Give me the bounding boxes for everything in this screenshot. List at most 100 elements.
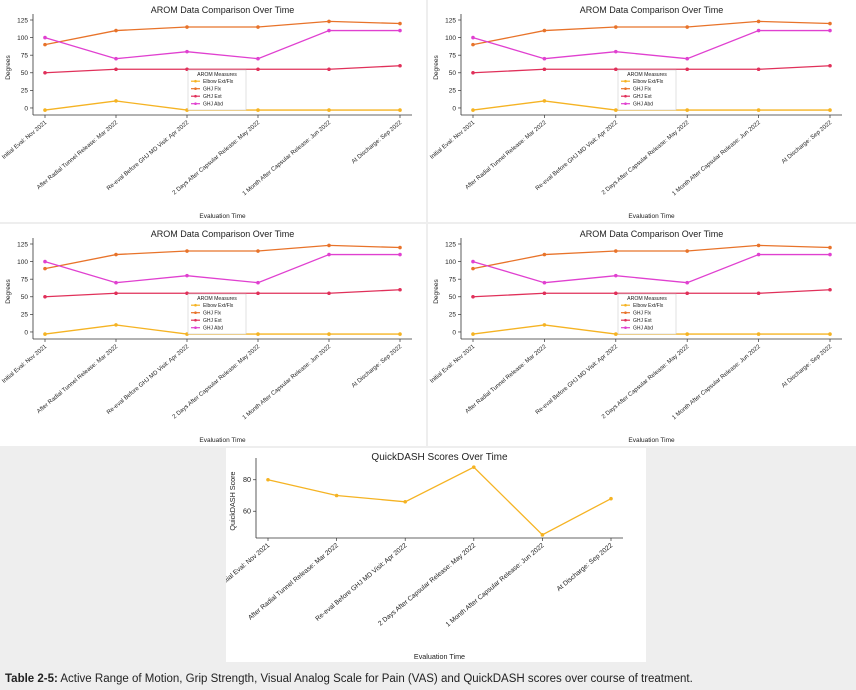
- data-point: [43, 294, 47, 299]
- legend-title: AROM Measures: [197, 72, 237, 78]
- arom-chart-1: AROM Data Comparison Over Time 0 25 50 75 100…: [0, 0, 426, 222]
- legend-marker: [624, 311, 627, 314]
- legend-marker: [194, 311, 197, 314]
- series-line-2: [44, 289, 401, 298]
- y-axis-label: Degrees: [5, 54, 12, 79]
- data-point: [471, 259, 475, 264]
- arom-chart-3-svg: AROM Data Comparison Over Time 0 25 50 75 100…: [1, 229, 412, 444]
- legend-entry: GHJ Abd: [633, 102, 653, 108]
- y-tick-label: 0: [24, 105, 28, 112]
- data-point: [256, 56, 260, 61]
- data-point: [828, 28, 832, 33]
- data-point: [685, 249, 689, 253]
- data-point: [471, 266, 475, 271]
- legend-marker: [624, 326, 627, 329]
- x-tick-label: 2 Days After Capsular Release: May 2022: [601, 120, 691, 197]
- data-point: [327, 19, 331, 24]
- series-line-2: [472, 289, 831, 298]
- data-point: [471, 332, 475, 336]
- x-tick-label: 1 Month After Capsular Release: Jun 2022: [671, 344, 762, 422]
- x-tick-label: At Discharge: Sep 2022: [781, 120, 834, 166]
- data-point: [542, 99, 547, 103]
- arom-chart-2: AROM Data Comparison Over Time 0 25 50 75 100…: [428, 0, 856, 222]
- data-point: [185, 273, 189, 278]
- caption-text: Active Range of Motion, Grip Strength, V…: [57, 673, 693, 685]
- y-axis-label: QuickDASH Score: [228, 471, 237, 530]
- x-tick-label: At Discharge: Sep 2022: [556, 542, 615, 593]
- chart-title: QuickDASH Scores Over Time: [371, 452, 508, 463]
- legend-marker: [194, 87, 197, 90]
- data-point: [256, 249, 260, 253]
- data-point: [114, 323, 118, 327]
- legend-marker: [194, 94, 197, 98]
- data-point: [256, 67, 260, 72]
- x-tick-label: After Radial Tunnel Release: Mar 2022: [36, 344, 120, 415]
- legend-marker: [194, 326, 197, 329]
- data-point: [614, 108, 618, 112]
- legend-marker: [624, 79, 627, 83]
- legend-marker: [624, 94, 627, 98]
- data-point: [398, 332, 402, 336]
- y-tick-label: 100: [17, 35, 28, 42]
- data-point: [685, 25, 689, 29]
- data-point: [756, 67, 761, 72]
- data-point: [114, 56, 118, 61]
- y-tick-label: 0: [24, 329, 28, 336]
- data-point: [398, 28, 402, 33]
- legend-entry: GHJ Flx: [203, 311, 222, 317]
- legend-marker: [624, 303, 627, 307]
- x-tick-label: Initial Eval: Nov 2021: [1, 344, 49, 385]
- legend-marker: [624, 318, 627, 322]
- data-point: [398, 245, 402, 250]
- x-tick-label: Re-eval Before GHJ MD Visit: Apr 2022: [106, 344, 191, 416]
- y-tick-label: 75: [449, 52, 457, 59]
- legend-entry: GHJ Ext: [203, 318, 222, 324]
- y-axis-label: Degrees: [433, 54, 440, 79]
- data-point: [398, 21, 402, 26]
- y-tick-label: 125: [445, 241, 456, 248]
- legend-title: AROM Measures: [627, 72, 667, 78]
- data-point: [185, 25, 189, 29]
- data-point: [334, 493, 339, 498]
- data-point: [43, 70, 47, 75]
- data-point: [327, 291, 331, 296]
- x-tick-label: 1 Month After Capsular Release: Jun 2022: [671, 120, 762, 198]
- x-tick-label: Re-eval Before GHJ MD Visit: Apr 2022: [106, 120, 191, 192]
- data-point: [256, 332, 260, 336]
- data-point: [114, 291, 118, 296]
- y-tick-label: 75: [21, 276, 29, 283]
- x-tick-label: 2 Days After Capsular Release: May 2022: [601, 344, 691, 421]
- series-line-1: [44, 20, 401, 46]
- legend-entry: Elbow Ext/Flx: [203, 303, 234, 309]
- data-point: [756, 19, 761, 24]
- series-line-1: [472, 244, 831, 270]
- data-point: [327, 332, 331, 336]
- legend-marker: [194, 102, 197, 105]
- data-point: [403, 499, 407, 504]
- data-point: [256, 25, 260, 29]
- series-line-3: [472, 29, 830, 60]
- series-line-3: [472, 253, 830, 284]
- arom-chart-3: AROM Data Comparison Over Time 0 25 50 75 100…: [0, 224, 426, 446]
- data-point: [685, 67, 689, 72]
- series-line-1: [472, 20, 831, 46]
- data-point: [256, 108, 260, 112]
- legend-marker: [624, 102, 627, 105]
- x-tick-label: 1 Month After Capsular Release: Jun 2022: [242, 344, 333, 422]
- x-tick-label: Re-eval Before GHJ MD Visit: Apr 2022: [535, 120, 620, 192]
- legend-title: AROM Measures: [627, 296, 667, 302]
- data-point: [609, 496, 613, 501]
- legend-marker: [624, 87, 627, 90]
- x-tick-label: After Radial Tunnel Release: Mar 2022: [465, 120, 549, 191]
- data-point: [614, 291, 618, 296]
- x-tick-label: Initial Eval: Nov 2021: [429, 120, 477, 161]
- legend-entry: GHJ Abd: [203, 102, 223, 108]
- data-point: [756, 291, 761, 296]
- y-tick-label: 50: [449, 294, 457, 301]
- x-tick-label: After Radial Tunnel Release: Mar 2022: [465, 344, 549, 415]
- legend-marker: [194, 318, 197, 322]
- data-point: [471, 70, 475, 75]
- data-point: [256, 291, 260, 296]
- data-point: [756, 332, 761, 336]
- data-point: [542, 28, 547, 33]
